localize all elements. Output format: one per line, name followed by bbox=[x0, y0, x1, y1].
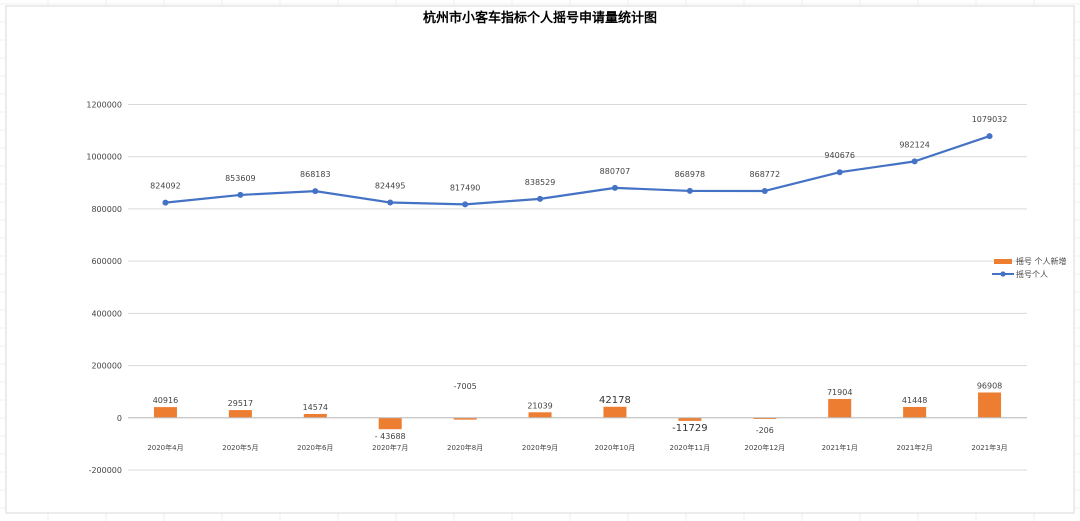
x-tick-label: 2020年8月 bbox=[447, 443, 483, 452]
y-tick-label: 800000 bbox=[91, 205, 122, 214]
bar-data-label: - 43688 bbox=[375, 432, 406, 441]
line-point bbox=[237, 191, 244, 198]
y-tick-label: 400000 bbox=[91, 309, 122, 318]
x-axis: 2020年4月 2020年5月 2020年6月 2020年7月 2020年8月 2020年… bbox=[128, 417, 1027, 452]
x-tick-label: 2020年12月 bbox=[744, 443, 785, 452]
bar bbox=[378, 417, 402, 430]
line-series: 824092 853609 868183 824495 817490 838529 8807… bbox=[150, 115, 1008, 208]
bar bbox=[978, 392, 1002, 418]
bar-data-label: 21039 bbox=[527, 401, 552, 410]
x-tick-label: 2020年5月 bbox=[222, 443, 258, 452]
y-tick-label: 0 bbox=[117, 414, 122, 423]
bar-data-label: 41448 bbox=[902, 396, 927, 405]
legend-swatch-bar bbox=[994, 259, 1012, 264]
bar-data-label: 40916 bbox=[153, 396, 178, 405]
bar-data-label: 96908 bbox=[977, 381, 1002, 390]
line-point bbox=[387, 199, 394, 206]
bar bbox=[903, 406, 927, 418]
y-tick-label: -200000 bbox=[89, 466, 122, 475]
series-line bbox=[165, 135, 990, 206]
bar bbox=[453, 417, 477, 420]
chart-area-frame bbox=[5, 5, 1075, 514]
line-data-label: 940676 bbox=[824, 151, 855, 160]
line-data-label: 868978 bbox=[675, 170, 706, 179]
line-data-label: 824495 bbox=[375, 182, 406, 191]
line-data-label: 853609 bbox=[225, 174, 256, 183]
x-tick-label: 2021年3月 bbox=[971, 443, 1007, 452]
legend-swatch-marker bbox=[1000, 271, 1006, 277]
line-point bbox=[686, 187, 693, 194]
line-data-label: 1079032 bbox=[972, 115, 1008, 124]
x-tick-label: 2020年4月 bbox=[147, 443, 183, 452]
bar-data-label: 71904 bbox=[827, 388, 852, 397]
y-tick-label: 1200000 bbox=[86, 101, 122, 110]
bar-data-label: 29517 bbox=[228, 399, 253, 408]
bar-data-label: -11729 bbox=[672, 423, 707, 434]
line-point bbox=[162, 199, 169, 206]
bar-data-label: 42178 bbox=[599, 395, 631, 406]
x-tick-label: 2020年6月 bbox=[297, 443, 333, 452]
line-data-label: 982124 bbox=[899, 140, 930, 149]
line-data-label: 824092 bbox=[150, 182, 181, 191]
line-point bbox=[611, 184, 618, 191]
line-data-label: 868772 bbox=[750, 170, 781, 179]
bar bbox=[603, 406, 627, 418]
bar-data-label: -7005 bbox=[454, 382, 477, 391]
legend-label-line: 摇号个人 bbox=[1016, 269, 1048, 279]
x-tick-label: 2021年1月 bbox=[822, 443, 858, 452]
legend-label-bar: 摇号 个人新增 bbox=[1016, 256, 1067, 266]
y-tick-label: 600000 bbox=[91, 257, 122, 266]
bar bbox=[228, 410, 252, 418]
bar-data-label: -206 bbox=[756, 426, 774, 435]
line-point bbox=[462, 201, 469, 208]
y-tick-label: 1000000 bbox=[86, 153, 122, 162]
x-tick-label: 2020年10月 bbox=[595, 443, 636, 452]
bar bbox=[678, 417, 702, 421]
x-tick-label: 2020年11月 bbox=[670, 443, 711, 452]
bar-series: 40916 29517 14574 - 43688 -7005 21039 42178 -11… bbox=[153, 381, 1003, 441]
line-data-label: 817490 bbox=[450, 183, 481, 192]
gridlines bbox=[128, 104, 1027, 471]
y-axis: -200000 0 200000 400000 600000 800000 1000000 1… bbox=[86, 101, 122, 476]
y-tick-label: 200000 bbox=[91, 362, 122, 371]
x-tick-label: 2020年9月 bbox=[522, 443, 558, 452]
bar bbox=[828, 399, 852, 418]
legend: 摇号 个人新增 摇号个人 bbox=[992, 256, 1067, 279]
line-data-label: 868183 bbox=[300, 170, 331, 179]
line-point bbox=[986, 133, 993, 140]
line-point bbox=[312, 188, 319, 195]
line-point bbox=[761, 187, 768, 194]
line-point bbox=[836, 169, 843, 176]
bar bbox=[528, 412, 552, 418]
bar-data-label: 14574 bbox=[303, 403, 328, 412]
bar bbox=[153, 407, 177, 418]
x-tick-label: 2021年2月 bbox=[896, 443, 932, 452]
bar bbox=[753, 417, 777, 419]
line-data-label: 838529 bbox=[525, 178, 556, 187]
chart-title: 杭州市小客车指标个人摇号申请量统计图 bbox=[423, 10, 657, 26]
bar bbox=[303, 413, 327, 418]
line-data-label: 880707 bbox=[600, 167, 631, 176]
line-point bbox=[537, 195, 544, 202]
x-tick-label: 2020年7月 bbox=[372, 443, 408, 452]
line-point bbox=[911, 158, 918, 165]
